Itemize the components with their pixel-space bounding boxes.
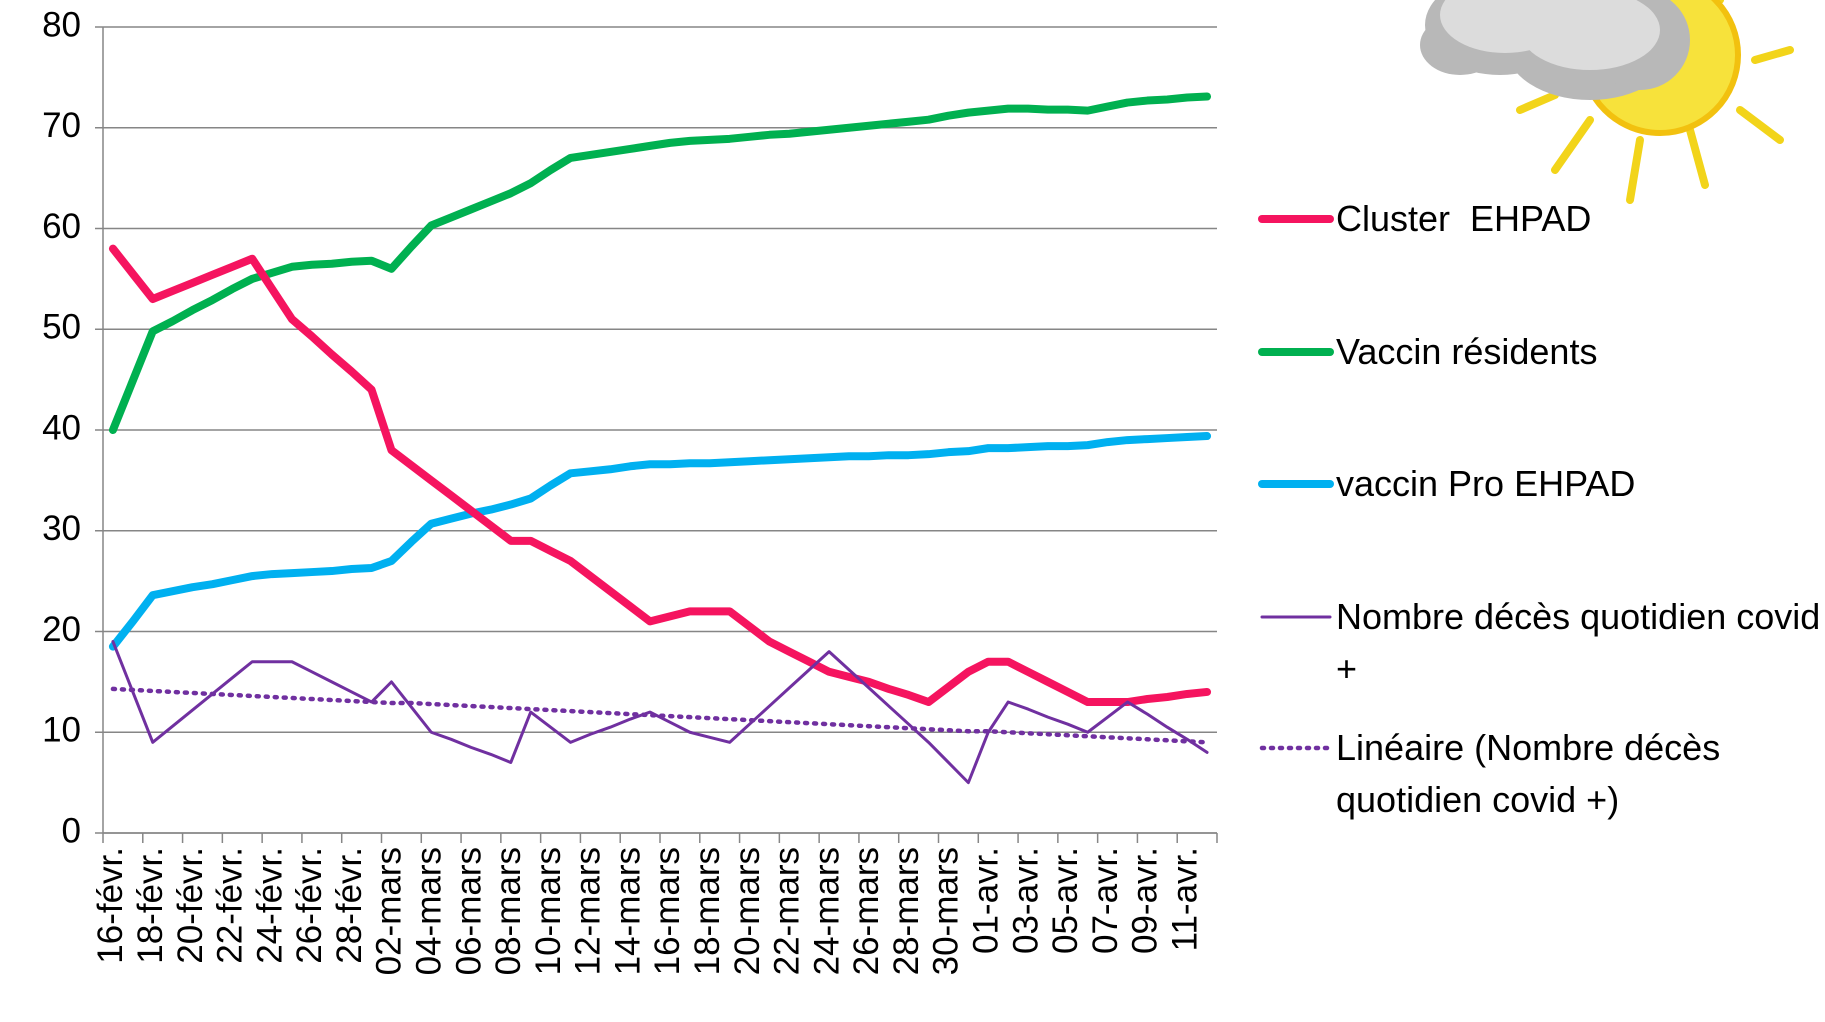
legend-label: Linéaire (Nombre décès quotidien covid +… <box>1336 727 1731 820</box>
x-tick-label: 14-mars <box>608 847 647 975</box>
series-line <box>108 432 1212 651</box>
series-line <box>110 686 1210 745</box>
legend-label: vaccin Pro EHPAD <box>1336 463 1636 504</box>
x-tick-label: 08-mars <box>489 847 528 975</box>
series-line <box>108 92 1212 434</box>
x-tick-label: 04-mars <box>409 847 448 975</box>
x-tick-label: 02-mars <box>370 847 409 975</box>
x-tick-label: 18-mars <box>688 847 727 975</box>
series-line <box>111 640 1209 785</box>
x-tick-label: 01-avr. <box>966 847 1005 954</box>
x-tick-label: 30-mars <box>927 847 966 975</box>
x-tick-label: 18-févr. <box>131 847 170 964</box>
y-tick-label: 10 <box>42 711 81 750</box>
weather-icon <box>1420 0 1794 204</box>
x-tick-label: 22-févr. <box>211 847 250 964</box>
y-tick-label: 0 <box>62 811 81 850</box>
x-tick-label: 20-févr. <box>171 847 210 964</box>
x-tick-label: 09-avr. <box>1126 847 1165 954</box>
x-tick-label: 24-févr. <box>250 847 289 964</box>
series-line <box>108 244 1212 707</box>
y-tick-label: 50 <box>42 308 81 347</box>
y-tick-label: 80 <box>42 5 81 44</box>
y-tick-label: 40 <box>42 408 81 447</box>
x-tick-label: 16-févr. <box>91 847 130 964</box>
x-tick-label: 12-mars <box>569 847 608 975</box>
x-tick-label: 10-mars <box>529 847 568 975</box>
x-tick-label: 05-avr. <box>1046 847 1085 954</box>
legend-label: Vaccin résidents <box>1336 331 1598 372</box>
x-tick-label: 20-mars <box>728 847 767 975</box>
x-tick-label: 26-févr. <box>290 847 329 964</box>
legend-label: Nombre décès quotidien covid + <box>1336 596 1821 689</box>
y-tick-label: 30 <box>42 509 81 548</box>
x-tick-label: 28-mars <box>887 847 926 975</box>
x-tick-label: 07-avr. <box>1086 847 1125 954</box>
legend-label: Cluster EHPAD <box>1336 198 1592 239</box>
y-tick-label: 60 <box>42 207 81 246</box>
x-tick-label: 24-mars <box>807 847 846 975</box>
x-tick-label: 16-mars <box>648 847 687 975</box>
x-tick-label: 22-mars <box>768 847 807 975</box>
x-tick-label: 06-mars <box>449 847 488 975</box>
x-tick-label: 26-mars <box>847 847 886 975</box>
x-tick-label: 28-févr. <box>330 847 369 964</box>
y-tick-label: 20 <box>42 610 81 649</box>
x-tick-label: 03-avr. <box>1006 847 1045 954</box>
y-tick-label: 70 <box>42 106 81 145</box>
x-tick-label: 11-avr. <box>1165 847 1204 951</box>
